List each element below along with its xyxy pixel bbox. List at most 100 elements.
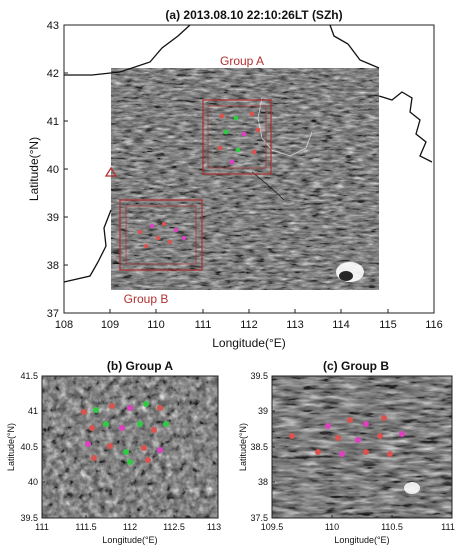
y-tick-label: 42 — [47, 68, 59, 80]
y-tick-label: 39 — [258, 406, 268, 416]
marker — [223, 129, 229, 135]
x-axis-title: Longitude(°E) — [212, 336, 286, 350]
marker — [109, 403, 115, 409]
y-tick-label: 39.5 — [20, 513, 38, 523]
station-triangle-marker — [104, 166, 118, 177]
marker — [103, 421, 109, 427]
dark-cloud-spot — [339, 271, 353, 281]
x-tick-label: 113 — [286, 319, 304, 331]
marker — [219, 113, 225, 119]
panel-c-tick-marks — [272, 410, 393, 518]
x-tick-label: 116 — [425, 319, 443, 331]
marker — [387, 451, 393, 457]
marker — [255, 127, 261, 133]
marker — [363, 421, 369, 427]
y-tick-label: 38.5 — [250, 442, 268, 452]
marker — [145, 457, 151, 463]
marker — [151, 427, 157, 433]
panel-a-tick-marks — [63, 24, 389, 313]
marker — [251, 149, 257, 155]
x-tick-label: 110 — [325, 522, 339, 532]
x-tick-label: 109 — [101, 319, 119, 331]
x-tick-label: 110.5 — [381, 522, 403, 532]
y-tick-label: 39 — [47, 212, 59, 224]
marker — [157, 405, 163, 411]
panel-c: (c) Group B 109.5 110 110.5 — [238, 359, 455, 545]
group-b-label: Group B — [124, 292, 169, 306]
marker — [233, 115, 239, 121]
x-tick-label: 110 — [147, 319, 165, 331]
group-b-markers — [137, 221, 187, 249]
y-tick-label: 40.5 — [20, 442, 38, 452]
group-b-inner-box — [125, 205, 197, 265]
marker — [339, 451, 345, 457]
x-tick-label: 108 — [55, 319, 73, 331]
marker — [229, 159, 235, 165]
marker — [363, 449, 369, 455]
x-tick-label: 112.5 — [163, 522, 185, 532]
marker — [161, 221, 167, 227]
panel-a: (a) 2013.08.10 22:10:26LT (SZh) Group A … — [27, 8, 443, 350]
panel-b-title: (b) Group A — [107, 359, 174, 373]
marker — [181, 235, 187, 241]
marker — [173, 227, 179, 233]
marker — [143, 243, 149, 249]
x-tick-label: 113 — [207, 522, 221, 532]
group-a-markers — [217, 111, 261, 165]
y-tick-label: 41 — [28, 406, 38, 416]
y-axis-title: Latitude(°N) — [6, 423, 16, 471]
marker — [149, 223, 155, 229]
marker — [141, 445, 147, 451]
x-tick-label: 112 — [240, 319, 258, 331]
x-tick-label: 111.5 — [75, 522, 96, 532]
region-border-white — [257, 97, 313, 157]
marker — [335, 435, 341, 441]
border-line-ne — [329, 24, 380, 69]
group-b-box — [119, 199, 203, 271]
marker — [347, 417, 353, 423]
marker — [355, 437, 361, 443]
marker — [85, 441, 91, 447]
marker — [381, 415, 387, 421]
y-tick-label: 38 — [258, 477, 268, 487]
marker — [127, 459, 133, 465]
marker — [89, 425, 95, 431]
panel-c-markers — [289, 415, 405, 457]
panel-a-title: (a) 2013.08.10 22:10:26LT (SZh) — [165, 8, 342, 22]
marker — [315, 449, 321, 455]
y-tick-label: 37 — [47, 308, 59, 320]
panel-b-markers — [81, 401, 169, 465]
x-tick-label: 111 — [35, 522, 49, 532]
marker — [123, 449, 129, 455]
marker — [325, 423, 331, 429]
x-axis-title: Longitude(°E) — [102, 535, 157, 545]
y-axis-title: Latitude(°N) — [238, 423, 248, 471]
y-tick-label: 40 — [28, 477, 38, 487]
x-tick-label: 114 — [332, 319, 350, 331]
y-tick-label: 40 — [47, 164, 59, 176]
marker — [137, 229, 143, 235]
border-line-e — [378, 91, 433, 163]
marker — [91, 455, 97, 461]
x-tick-label: 111 — [195, 319, 212, 331]
x-axis-title: Longitude(°E) — [334, 535, 389, 545]
marker — [119, 425, 125, 431]
marker — [137, 421, 143, 427]
panel-b: (b) Group A — [6, 359, 221, 545]
group-a-inner-box — [207, 105, 267, 169]
y-tick-label: 41.5 — [20, 371, 38, 381]
satellite-image-a — [111, 68, 379, 290]
y-tick-label: 37.5 — [250, 513, 268, 523]
marker — [143, 401, 149, 407]
marker — [163, 421, 169, 427]
marker — [249, 111, 255, 117]
x-tick-label: 109.5 — [261, 522, 284, 532]
panel-b-tick-marks — [42, 410, 175, 518]
y-tick-label: 38 — [47, 260, 59, 272]
panel-c-title: (c) Group B — [323, 359, 389, 373]
bright-cloud-spot — [404, 482, 420, 494]
marker — [377, 433, 383, 439]
border-line-sw — [63, 209, 112, 283]
group-a-box — [202, 99, 272, 175]
